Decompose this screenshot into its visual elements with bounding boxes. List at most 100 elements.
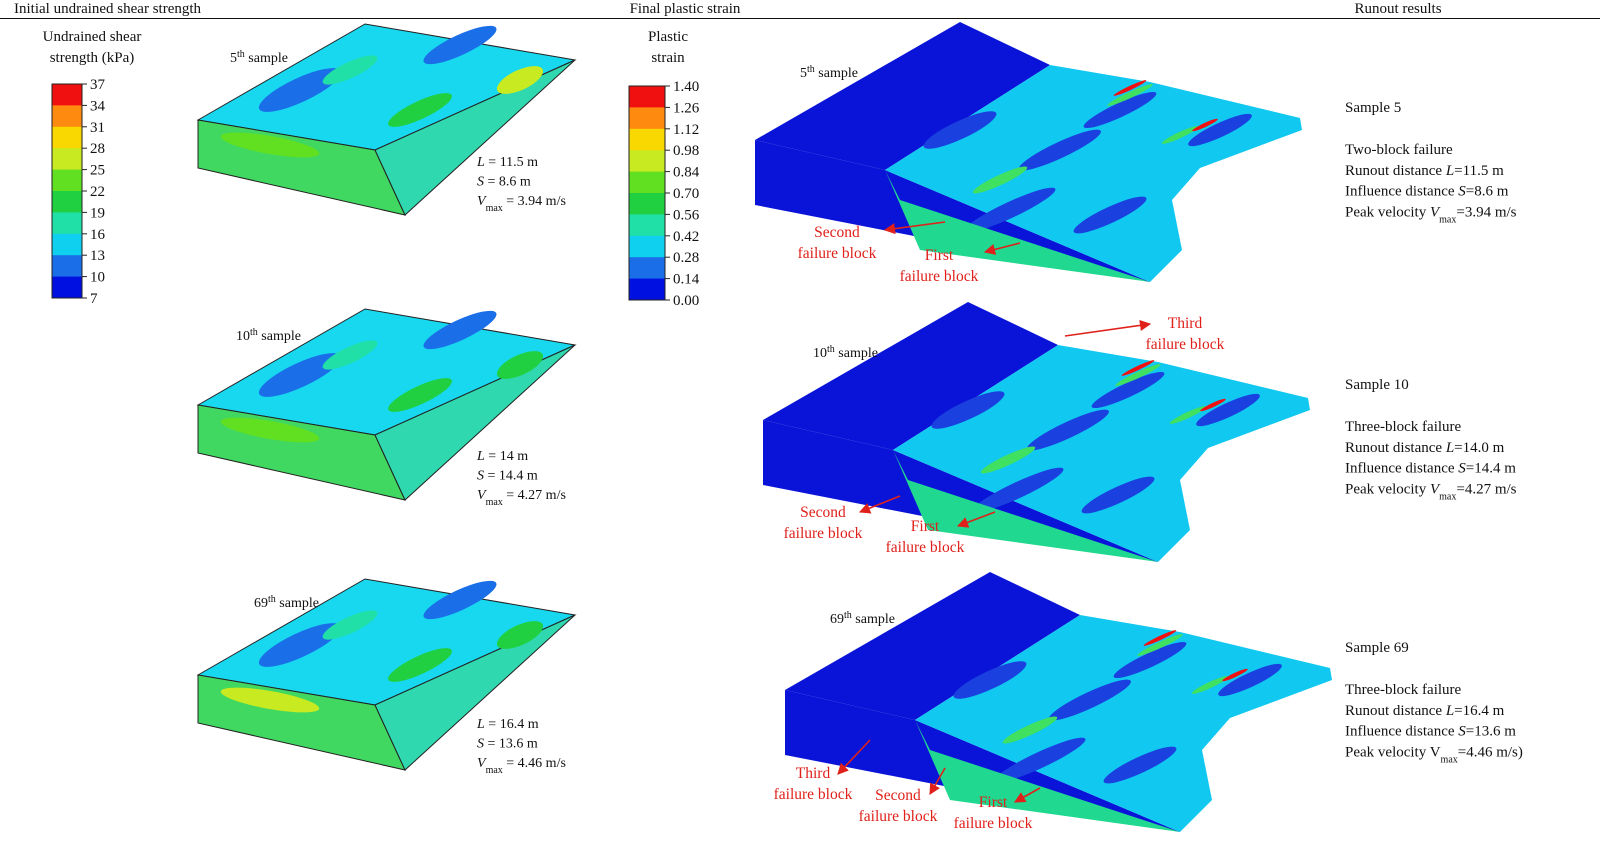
legend-tick-label: 1.40 xyxy=(673,79,699,95)
symbol: S xyxy=(1458,724,1466,740)
value-text: =14.4 m xyxy=(1466,461,1516,477)
block-slope xyxy=(374,59,576,216)
legend-tick-label: 25 xyxy=(90,163,105,179)
label-text: sample xyxy=(852,612,895,627)
label-text: sample xyxy=(276,596,319,611)
value-text: =3.94 m/s xyxy=(1456,204,1516,220)
annotation-text: Second xyxy=(875,787,921,804)
stat-line: S = 14.4 m xyxy=(477,469,538,484)
legend-tick-label: 0.28 xyxy=(673,250,699,266)
column-header: Final plastic strain xyxy=(630,1,741,17)
legend-tick-label: 28 xyxy=(90,141,105,157)
symbol: S xyxy=(477,175,484,190)
contour-blob xyxy=(1218,663,1282,697)
legend-swatch xyxy=(52,148,82,171)
legend-tick-label: 10 xyxy=(90,270,105,286)
legend-tick-label: 0.00 xyxy=(673,293,699,309)
symbol: V xyxy=(477,194,487,209)
prefix: Peak velocity V xyxy=(1345,744,1441,760)
prefix: Influence distance xyxy=(1345,724,1458,740)
failure-blocks xyxy=(915,720,1180,832)
legend-tick-label: 0.14 xyxy=(673,272,700,288)
result-line: Influence distance S=13.6 m xyxy=(1345,724,1516,740)
annotation-text: failure block xyxy=(859,808,938,825)
sample-label: 10th sample xyxy=(236,327,301,345)
subscript: max xyxy=(1441,754,1458,765)
contour-blob xyxy=(1192,118,1218,132)
result-line: Influence distance S=8.6 m xyxy=(1345,184,1509,200)
annotation-arrow xyxy=(858,495,901,514)
stat-line: L = 14 m xyxy=(476,449,528,464)
sample-label: 5th sample xyxy=(230,49,288,67)
contour-blob xyxy=(931,391,1005,429)
result-line: Runout distance L=11.5 m xyxy=(1345,163,1504,179)
legend-tick-label: 0.98 xyxy=(673,143,699,159)
contour-blob xyxy=(388,93,452,127)
legend-swatch xyxy=(629,107,665,130)
label-number: 5 xyxy=(230,51,237,66)
label-text: sample xyxy=(835,346,878,361)
contour-blob xyxy=(1169,406,1207,424)
result-title: Sample 5 xyxy=(1345,100,1401,116)
result-mode: Three-block failure xyxy=(1345,419,1462,435)
legend-tick-label: 37 xyxy=(90,77,106,93)
contour-blob xyxy=(1161,126,1199,144)
plateau-top xyxy=(755,22,1050,170)
annotation-text: failure block xyxy=(886,539,965,556)
label-number: 5 xyxy=(800,66,807,81)
value-text: = 11.5 m xyxy=(485,155,538,170)
legend-tick-label: 19 xyxy=(90,205,105,221)
symbol: S xyxy=(1458,184,1466,200)
contour-blob xyxy=(1222,668,1248,682)
contour-blob xyxy=(322,340,378,370)
value-text: =13.6 m xyxy=(1466,724,1516,740)
contour-blob xyxy=(1121,360,1155,376)
result-title: Sample 10 xyxy=(1345,377,1409,393)
value-text: =4.27 m/s xyxy=(1456,481,1516,497)
result-title: Sample 69 xyxy=(1345,640,1409,656)
contour-blob xyxy=(496,621,544,649)
annotation-text: Second xyxy=(800,504,846,521)
block-slope xyxy=(374,344,576,501)
legend-swatch xyxy=(629,235,665,258)
contour-blob xyxy=(994,737,1086,783)
annotation-text: failure block xyxy=(774,786,853,803)
legend-tick-label: 1.26 xyxy=(673,100,700,116)
annotation-text: First xyxy=(911,518,940,535)
label-number: 69 xyxy=(254,596,268,611)
contour-blob xyxy=(1137,634,1183,656)
annotation-arrow xyxy=(956,511,996,528)
legend-tick-label: 16 xyxy=(90,227,106,243)
legend-tick-label: 0.42 xyxy=(673,229,699,245)
symbol: L xyxy=(1445,703,1454,719)
contour-blob xyxy=(1091,371,1165,409)
legend-swatch xyxy=(629,278,665,301)
legend-swatch xyxy=(52,212,82,235)
sample-label: 69th sample xyxy=(254,594,319,612)
contour-blob xyxy=(1143,630,1177,646)
contour-blob xyxy=(1083,91,1157,129)
legend-swatch xyxy=(629,150,665,173)
contour-blob xyxy=(1188,113,1252,147)
legend-title: strength (kPa) xyxy=(50,50,135,66)
symbol: V xyxy=(477,488,487,503)
annotation-text: failure block xyxy=(900,268,979,285)
prefix: Influence distance xyxy=(1345,184,1458,200)
value-text: = 3.94 m/s xyxy=(503,194,566,209)
annotation-arrow xyxy=(883,221,946,235)
contour-blob xyxy=(1049,679,1131,721)
failure-blocks xyxy=(885,170,1150,282)
stat-line: Vmax = 4.27 m/s xyxy=(477,488,566,508)
symbol: L xyxy=(1445,163,1454,179)
legend-tick-label: 22 xyxy=(90,184,105,200)
label-suffix: th xyxy=(268,594,276,605)
label-number: 69 xyxy=(830,612,844,627)
legend-tick-label: 1.12 xyxy=(673,122,699,138)
label-text: sample xyxy=(815,66,858,81)
contour-blob xyxy=(1191,676,1229,694)
label-suffix: th xyxy=(844,610,852,621)
legend-title: Undrained shear xyxy=(43,29,142,45)
legend-swatch xyxy=(52,276,82,299)
sample-label: 5th sample xyxy=(800,64,858,82)
